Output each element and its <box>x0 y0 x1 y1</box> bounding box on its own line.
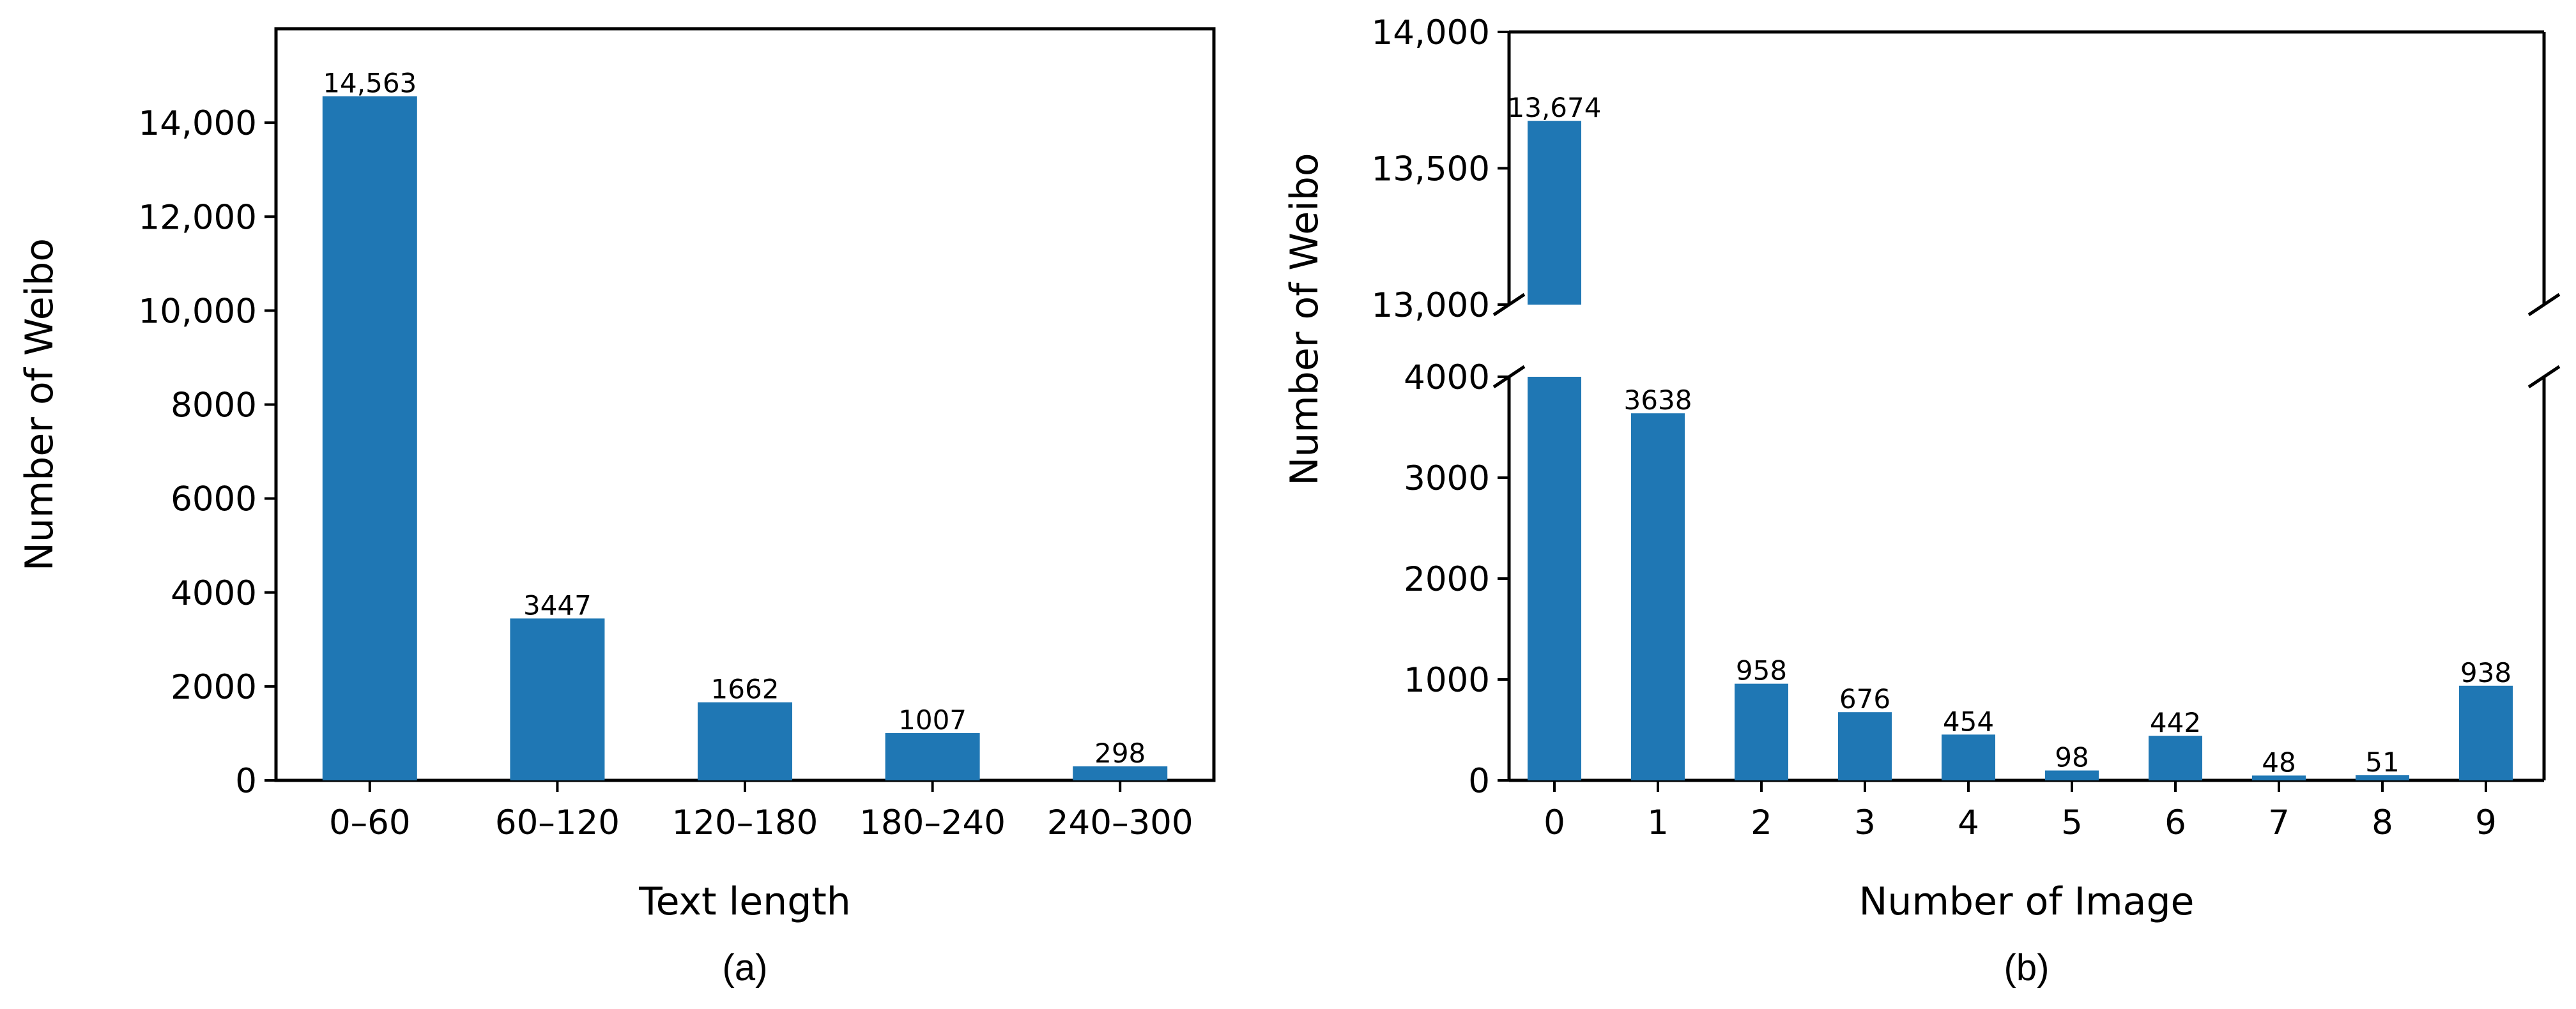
data-label: 98 <box>2055 742 2089 773</box>
bar <box>1838 712 1892 780</box>
bar <box>1942 734 1995 780</box>
data-label: 938 <box>2460 657 2511 688</box>
y-tick-label: 8000 <box>171 386 257 425</box>
x-tick-label: 3 <box>1854 803 1876 842</box>
x-tick-label: 8 <box>2372 803 2393 842</box>
y-tick-label: 6000 <box>171 480 257 519</box>
bar <box>1735 683 1788 780</box>
x-tick-label: 9 <box>2475 803 2497 842</box>
bar <box>1631 413 1685 780</box>
data-label: 454 <box>1943 706 1994 737</box>
bar-lower-segment <box>1528 377 1581 780</box>
chart-a-text-length: 0 2000 4000 6000 8000 10,000 12,000 14,000 14,56… <box>17 27 1216 989</box>
bar <box>698 702 792 780</box>
x-tick-label: 1 <box>1647 803 1669 842</box>
x-axis-label: Text length <box>638 879 851 924</box>
bar <box>510 618 605 780</box>
y-tick-label: 4000 <box>1404 358 1490 397</box>
y-tick-label: 12,000 <box>139 198 257 237</box>
x-tick-label: 4 <box>1958 803 1979 842</box>
y-tick-label: 13,500 <box>1372 150 1490 189</box>
data-label: 51 <box>2365 747 2399 778</box>
data-label: 1007 <box>898 704 967 736</box>
y-tick-label: 14,000 <box>1372 13 1490 52</box>
bar-upper-segment <box>1528 121 1581 305</box>
y-axis-label: Number of Weibo <box>17 238 62 571</box>
bar <box>2149 736 2202 780</box>
x-tick-label: 120–180 <box>672 803 818 842</box>
y-tick-label: 3000 <box>1404 459 1490 498</box>
y-tick-label: 4000 <box>171 574 257 613</box>
data-label: 442 <box>2150 707 2201 738</box>
y-axis-label: Number of Weibo <box>1282 153 1327 485</box>
x-tick-label: 240–300 <box>1047 803 1193 842</box>
caption: (b) <box>2004 947 2050 989</box>
y-tick-label: 2000 <box>1404 560 1490 599</box>
y-tick-label: 0 <box>235 762 257 801</box>
caption: (a) <box>723 947 768 989</box>
x-tick-label: 60–120 <box>495 803 620 842</box>
bar <box>2045 770 2099 780</box>
bar <box>885 732 980 780</box>
data-label: 298 <box>1094 738 1146 769</box>
bar <box>2356 775 2409 780</box>
data-label: 13,674 <box>1508 92 1602 123</box>
x-tick-label: 7 <box>2268 803 2290 842</box>
x-tick-label: 0 <box>1544 803 1565 842</box>
y-tick-label: 10,000 <box>139 292 257 331</box>
data-label: 1662 <box>711 674 779 705</box>
x-tick-label: 6 <box>2165 803 2186 842</box>
bar <box>2459 685 2513 780</box>
data-label: 14,563 <box>323 68 417 99</box>
bar <box>2252 775 2306 780</box>
axis-break-mark <box>2527 365 2561 389</box>
x-axis-label: Number of Image <box>1859 879 2195 924</box>
data-label: 3638 <box>1624 384 1692 416</box>
y-tick-label: 2000 <box>171 668 257 707</box>
y-tick-label: 13,000 <box>1372 286 1490 325</box>
x-tick-label: 180–240 <box>859 803 1006 842</box>
x-tick-label: 5 <box>2061 803 2083 842</box>
chart-b-number-of-image: 13,000 13,500 14,000 0 1000 2000 3000 4000 13,67… <box>1282 13 2561 989</box>
data-label: 676 <box>1839 683 1890 715</box>
axis-break-mark <box>2527 292 2561 317</box>
y-tick-label: 14,000 <box>139 104 257 143</box>
data-label: 48 <box>2262 747 2296 778</box>
y-tick-label: 1000 <box>1404 661 1490 700</box>
bar <box>322 96 417 780</box>
bar <box>1073 766 1168 780</box>
x-tick-label: 0–60 <box>329 803 411 842</box>
x-tick-label: 2 <box>1751 803 1772 842</box>
data-label: 958 <box>1736 655 1787 687</box>
data-label: 3447 <box>523 589 592 621</box>
y-tick-label: 0 <box>1468 762 1490 801</box>
